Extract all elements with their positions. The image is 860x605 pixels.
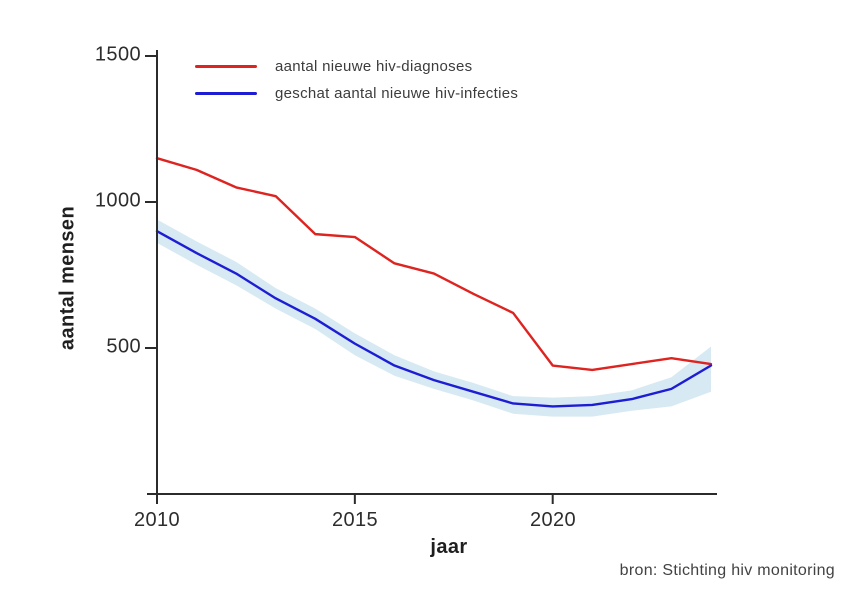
y-axis-title: aantal mensen — [56, 205, 79, 351]
x-tick-label-2015: 2015 — [331, 509, 379, 531]
legend: aantal nieuwe hiv-diagnoses geschat aant… — [195, 53, 518, 107]
legend-item-diagnoses: aantal nieuwe hiv-diagnoses — [195, 53, 518, 80]
legend-label-infections: geschat aantal nieuwe hiv-infecties — [275, 85, 519, 102]
legend-label-diagnoses: aantal nieuwe hiv-diagnoses — [275, 58, 473, 75]
y-tick-label-1000: 1000 — [94, 189, 141, 212]
infections-line — [155, 229, 713, 408]
legend-item-infections: geschat aantal nieuwe hiv-infecties — [195, 80, 518, 107]
source-note: bron: Stichting hiv monitoring — [619, 562, 835, 579]
confidence-band — [157, 219, 711, 417]
legend-line-swatch-red — [195, 65, 257, 68]
x-tick-label-2020: 2020 — [529, 509, 577, 531]
y-tick-label-1500: 1500 — [94, 43, 141, 66]
y-tick-label-500: 500 — [106, 335, 141, 358]
x-tick-label-2010: 2010 — [133, 509, 181, 531]
diagnoses-line — [155, 156, 713, 372]
legend-line-swatch-blue — [195, 92, 257, 95]
x-axis-title: jaar — [430, 536, 468, 558]
